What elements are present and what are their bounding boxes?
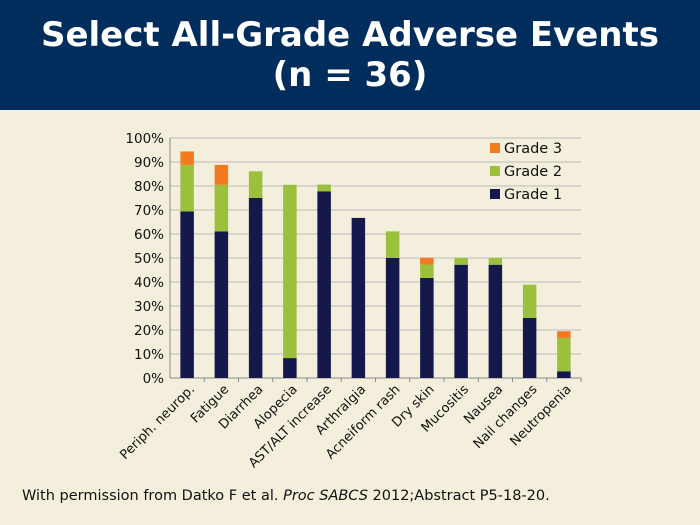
bar-segment-grade-1 [385, 258, 400, 378]
citation-journal: Proc SABCS [283, 488, 368, 504]
y-tick-label: 80% [134, 179, 164, 195]
y-tick-label: 0% [143, 371, 165, 387]
legend-label-grade-1: Grade 1 [504, 187, 562, 203]
stacked-bar-chart: 0% 10% 20% 30% 40% 50% 60% 70% 80% 90% 100% Periph.… [117, 131, 582, 471]
bar-segment-grade-2 [557, 337, 571, 372]
bar-segment-grade-1 [248, 198, 263, 378]
bar-segment-grade-3 [420, 257, 434, 265]
bar-segment-grade-2 [317, 184, 331, 192]
legend-swatch-grade-2 [490, 166, 500, 176]
y-tick-label: 70% [134, 203, 164, 219]
bar-segment-grade-1 [283, 358, 297, 378]
bar-segment-grade-2 [180, 164, 194, 212]
y-tick-label: 10% [134, 347, 164, 363]
bar-segment-grade-1 [214, 231, 229, 378]
x-category-label: Neutropenia [507, 382, 574, 449]
y-tick-label: 50% [134, 251, 164, 267]
y-tick-label: 90% [134, 155, 164, 171]
bar-segment-grade-1 [557, 371, 571, 378]
bar-segment-grade-1 [317, 191, 331, 378]
bar-segment-grade-2 [283, 184, 297, 359]
y-tick-label: 30% [134, 299, 164, 315]
bar-segment-grade-2 [454, 258, 468, 265]
bar-segment-grade-3 [214, 164, 229, 185]
bar-segment-grade-1 [454, 264, 468, 378]
bar-segment-grade-1 [351, 217, 366, 378]
bar-segment-grade-2 [385, 231, 400, 258]
bar-segment-grade-1 [420, 277, 434, 378]
bar-segment-grade-2 [214, 184, 229, 232]
y-tick-label: 40% [134, 275, 164, 291]
bar-segment-grade-2 [488, 258, 503, 265]
slide-title-line-2: (n = 36) [272, 55, 428, 95]
legend-swatch-grade-1 [490, 189, 500, 199]
bar-segment-grade-1 [180, 211, 194, 378]
bar-segment-grade-2 [420, 264, 434, 278]
y-tick-label: 20% [134, 323, 164, 339]
bar-segment-grade-2 [248, 171, 263, 198]
legend-label-grade-2: Grade 2 [504, 164, 562, 180]
x-category-label: Periph. neurop. [117, 382, 198, 463]
citation: With permission from Datko F et al. Proc… [22, 488, 550, 504]
y-tick-label: 100% [125, 131, 164, 147]
bar-segment-grade-3 [180, 151, 194, 165]
legend-label-grade-3: Grade 3 [504, 141, 562, 157]
legend-swatch-grade-3 [490, 143, 500, 153]
bar-segment-grade-2 [522, 284, 537, 318]
slide-header: Select All-Grade Adverse Events (n = 36) [0, 0, 700, 110]
bar-segment-grade-3 [557, 331, 571, 338]
citation-prefix: With permission from Datko F et al. [22, 488, 284, 504]
bar-segment-grade-1 [522, 318, 537, 378]
citation-suffix: 2012;Abstract P5-18-20. [367, 488, 550, 504]
y-tick-label: 60% [134, 227, 164, 243]
bar-segment-grade-1 [488, 264, 503, 378]
slide-title-line-1: Select All-Grade Adverse Events [40, 15, 659, 55]
